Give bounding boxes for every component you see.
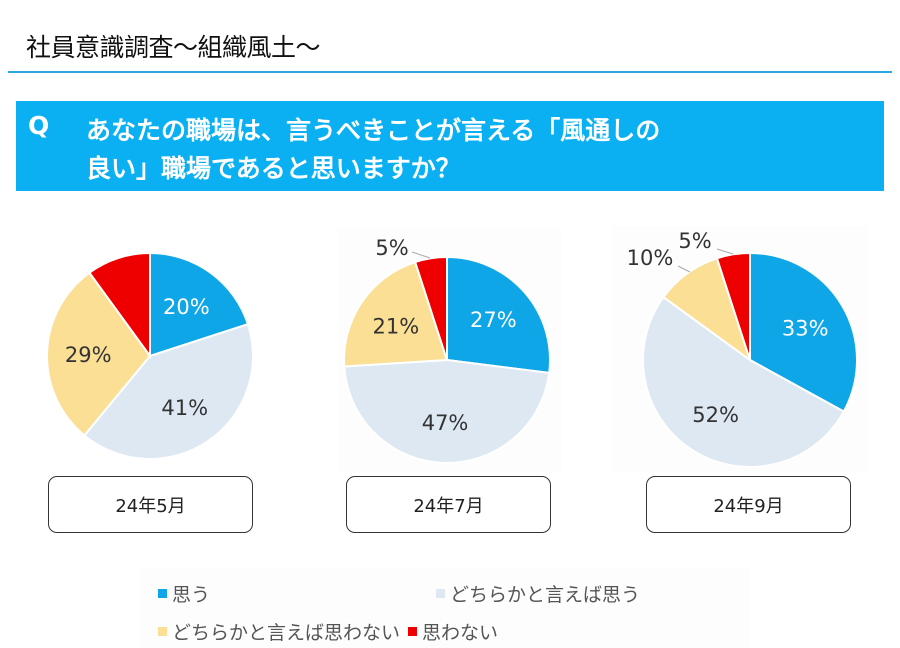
legend-label: どちらかと言えば思わない [172,622,401,644]
title-divider [8,71,892,73]
legend-swatch [158,627,167,636]
data-label-somewhat-agree: 52% [692,403,739,427]
question-line-2: 良い」職場であると思いますか？ [86,154,461,183]
question-line-1: あなたの職場は、言うべきことが言える「風通しの [86,116,661,145]
data-label-somewhat-disagree: 21% [373,314,420,338]
legend-item-agree: 思う [158,580,210,607]
legend-label: 思わない [422,622,499,644]
period-label-september: 24年9月 [646,476,851,533]
page-title: 社員意識調査～組織風土～ [26,33,321,62]
chart-legend: 思う どちらかと言えば思う どちらかと言えば思わない 思わない [140,568,750,648]
data-label-somewhat-disagree: 10% [627,246,674,270]
legend-swatch [408,627,417,636]
data-label-agree: 33% [782,316,829,340]
pie-slice-disagree [715,251,751,361]
legend-item-somewhat-disagree: どちらかと言えば思わない [158,618,400,645]
question-banner: Q あなたの職場は、言うべきことが言える「風通しの 良い」職場であると思いますか… [16,101,884,191]
pie-slice-somewhat-agree [642,295,846,468]
data-label-somewhat-disagree: 29% [65,343,112,367]
pie-slice-somewhat-agree [343,358,551,464]
period-label-july: 24年7月 [346,476,551,533]
data-label-disagree: 5% [678,229,711,253]
pie-slice-disagree [413,255,448,361]
pie-slice-somewhat-disagree [46,271,152,437]
leader-line [677,265,691,273]
pie-slice-agree [749,251,858,413]
data-label-somewhat-agree: 41% [161,396,208,420]
data-label-agree: 27% [470,308,517,332]
pie-slice-disagree [88,251,151,360]
legend-swatch [158,589,167,598]
period-label-may: 24年5月 [48,476,253,533]
pie-slice-somewhat-disagree [343,260,449,368]
pie-slice-somewhat-agree [82,322,254,460]
data-label-somewhat-agree: 47% [422,411,469,435]
data-label-agree: 20% [163,295,210,319]
pie-chart-september: 33% 52% 10%5% [627,229,858,468]
legend-item-disagree: 思わない [408,618,498,645]
legend-swatch [436,589,445,598]
pie-slice-agree [446,255,551,375]
pie-chart-may: 20% 41% 29% [46,251,254,460]
leader-line [411,251,431,259]
question-prefix: Q [28,111,50,140]
pie-slice-agree [149,251,250,358]
data-label-disagree: 5% [375,236,408,260]
legend-item-somewhat-agree: どちらかと言えば思う [436,580,640,607]
legend-label: どちらかと言えば思う [450,584,641,606]
legend-label: 思う [172,584,211,606]
leader-line [716,248,734,255]
pie-chart-july: 27% 47% 21% 5% [343,236,551,464]
